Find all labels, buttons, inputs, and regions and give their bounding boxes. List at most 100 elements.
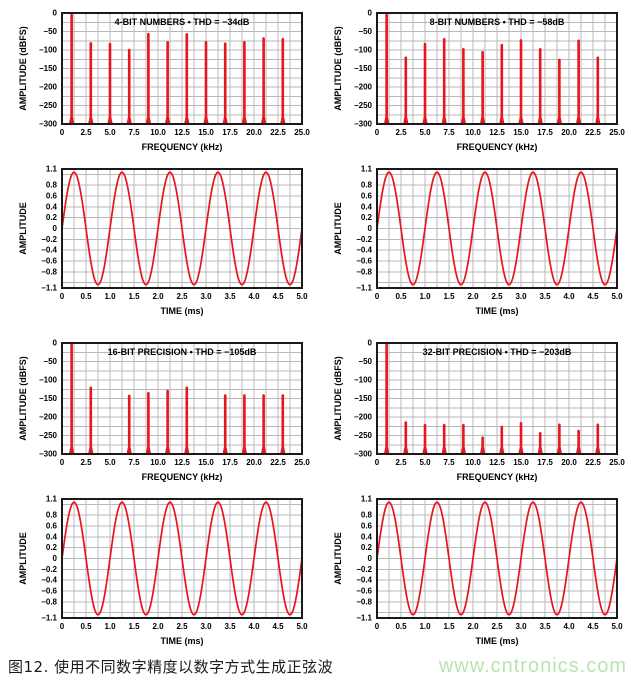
svg-text:1.5: 1.5 <box>443 622 455 631</box>
svg-text:0: 0 <box>60 622 65 631</box>
svg-text:−1.1: −1.1 <box>356 284 372 293</box>
svg-text:0.6: 0.6 <box>361 192 373 201</box>
svg-text:0: 0 <box>60 458 65 467</box>
svg-text:22.5: 22.5 <box>270 458 286 467</box>
svg-text:22.5: 22.5 <box>585 128 601 137</box>
svg-text:17.5: 17.5 <box>537 458 553 467</box>
svg-text:20.0: 20.0 <box>246 458 262 467</box>
svg-text:1.5: 1.5 <box>128 292 140 301</box>
svg-text:−200: −200 <box>354 413 373 422</box>
svg-text:0.5: 0.5 <box>395 292 407 301</box>
svg-text:2.0: 2.0 <box>152 292 164 301</box>
svg-text:−0.6: −0.6 <box>356 586 372 595</box>
svg-text:0.2: 0.2 <box>361 213 373 222</box>
chart-canvas: 0 2.5 5.0 7.5 10.0 12.5 15.0 17.5 20.0 22.5 25.00−… <box>18 339 310 483</box>
svg-text:−100: −100 <box>354 46 373 55</box>
svg-text:3.5: 3.5 <box>539 622 551 631</box>
chart-canvas: 0 2.5 5.0 7.5 10.0 12.5 15.0 17.5 20.0 22.5 25.00−… <box>18 9 310 153</box>
chart-canvas: 0 0.5 1.0 1.5 2.0 2.5 3.0 3.5 4.0 4.5 5.0 1.1 0.8 0.6… <box>333 165 623 317</box>
svg-text:0.2: 0.2 <box>46 543 58 552</box>
svg-text:12.5: 12.5 <box>174 128 190 137</box>
svg-text:0.8: 0.8 <box>46 511 58 520</box>
svg-text:0.8: 0.8 <box>361 511 373 520</box>
svg-text:0: 0 <box>53 339 58 348</box>
svg-text:25.0: 25.0 <box>609 128 625 137</box>
chart-grid: 0 2.5 5.0 7.5 10.0 12.5 15.0 17.5 20.0 22.5 25.0 0 −… <box>0 0 631 647</box>
svg-text:−200: −200 <box>39 413 58 422</box>
svg-text:12.5: 12.5 <box>489 458 505 467</box>
svg-text:22.5: 22.5 <box>585 458 601 467</box>
svg-text:1.0: 1.0 <box>104 622 116 631</box>
svg-text:3.0: 3.0 <box>515 622 527 631</box>
svg-text:25.0: 25.0 <box>294 128 310 137</box>
svg-text:AMPLITUDE (dBFS): AMPLITUDE (dBFS) <box>18 26 28 111</box>
svg-text:5.0: 5.0 <box>611 292 623 301</box>
svg-text:2.5: 2.5 <box>395 128 407 137</box>
svg-text:15.0: 15.0 <box>198 128 214 137</box>
svg-text:4.0: 4.0 <box>248 292 260 301</box>
svg-text:32-BIT PRECISION • THD = −203d: 32-BIT PRECISION • THD = −203dB <box>423 347 572 357</box>
svg-text:1.5: 1.5 <box>128 622 140 631</box>
svg-text:2.5: 2.5 <box>491 622 503 631</box>
svg-text:−200: −200 <box>39 83 58 92</box>
svg-text:7.5: 7.5 <box>443 128 455 137</box>
svg-text:1.1: 1.1 <box>361 495 373 504</box>
svg-text:5.0: 5.0 <box>611 622 623 631</box>
svg-text:5.0: 5.0 <box>419 458 431 467</box>
svg-text:10.0: 10.0 <box>150 128 166 137</box>
svg-text:0: 0 <box>53 224 58 233</box>
svg-text:−0.6: −0.6 <box>41 256 57 265</box>
chart-canvas: 0 2.5 5.0 7.5 10.0 12.5 15.0 17.5 20.0 22.5 25.00−… <box>333 9 625 153</box>
svg-text:1.1: 1.1 <box>361 165 373 174</box>
svg-text:3.5: 3.5 <box>224 622 236 631</box>
svg-text:0: 0 <box>368 9 373 18</box>
svg-text:−0.6: −0.6 <box>41 586 57 595</box>
svg-text:20.0: 20.0 <box>246 128 262 137</box>
chart-waveform-8bit: 0 0.5 1.0 1.5 2.0 2.5 3.0 3.5 4.0 4.5 5.0 1.1 0.8 0.6… <box>315 155 631 330</box>
svg-text:−0.2: −0.2 <box>356 235 372 244</box>
svg-text:0.6: 0.6 <box>361 522 373 531</box>
svg-text:0.5: 0.5 <box>395 622 407 631</box>
svg-text:1.1: 1.1 <box>46 165 58 174</box>
svg-text:4.5: 4.5 <box>272 622 284 631</box>
svg-text:−250: −250 <box>39 101 58 110</box>
svg-text:2.5: 2.5 <box>176 622 188 631</box>
svg-text:5.0: 5.0 <box>104 128 116 137</box>
svg-text:17.5: 17.5 <box>537 128 553 137</box>
chart-canvas: 0 0.5 1.0 1.5 2.0 2.5 3.0 3.5 4.0 4.5 5.0 1.1 0.8 0.6… <box>333 495 623 647</box>
svg-text:2.5: 2.5 <box>491 292 503 301</box>
svg-text:−150: −150 <box>354 394 373 403</box>
svg-text:8-BIT NUMBERS • THD = −58dB: 8-BIT NUMBERS • THD = −58dB <box>430 17 565 27</box>
svg-text:TIME (ms): TIME (ms) <box>160 636 203 646</box>
svg-text:−150: −150 <box>39 394 58 403</box>
svg-text:0.5: 0.5 <box>80 292 92 301</box>
svg-text:10.0: 10.0 <box>150 458 166 467</box>
svg-text:−250: −250 <box>354 431 373 440</box>
svg-text:7.5: 7.5 <box>128 128 140 137</box>
svg-text:20.0: 20.0 <box>561 458 577 467</box>
svg-text:−250: −250 <box>39 431 58 440</box>
svg-text:4.5: 4.5 <box>587 292 599 301</box>
svg-text:3.5: 3.5 <box>224 292 236 301</box>
svg-text:AMPLITUDE: AMPLITUDE <box>333 202 343 255</box>
svg-text:−50: −50 <box>43 27 57 36</box>
svg-text:4.5: 4.5 <box>587 622 599 631</box>
svg-text:−200: −200 <box>354 83 373 92</box>
svg-text:−0.8: −0.8 <box>41 597 57 606</box>
svg-text:0.5: 0.5 <box>80 622 92 631</box>
caption-row: 图12. 使用不同数字精度以数字方式生成正弦波 www.cntronics.co… <box>0 648 631 684</box>
svg-text:0.8: 0.8 <box>361 181 373 190</box>
svg-text:−0.4: −0.4 <box>41 246 57 255</box>
svg-text:2.5: 2.5 <box>395 458 407 467</box>
svg-text:12.5: 12.5 <box>174 458 190 467</box>
chart-spectrum-4bit: 0 2.5 5.0 7.5 10.0 12.5 15.0 17.5 20.0 22.5 25.0 0−… <box>0 0 315 155</box>
svg-text:16-BIT PRECISION • THD = −105d: 16-BIT PRECISION • THD = −105dB <box>108 347 257 357</box>
svg-text:25.0: 25.0 <box>294 458 310 467</box>
svg-text:1.0: 1.0 <box>104 292 116 301</box>
svg-text:17.5: 17.5 <box>222 128 238 137</box>
figure-caption: 图12. 使用不同数字精度以数字方式生成正弦波 <box>8 657 334 676</box>
svg-text:10.0: 10.0 <box>465 128 481 137</box>
svg-text:1.1: 1.1 <box>46 495 58 504</box>
svg-text:1.5: 1.5 <box>443 292 455 301</box>
